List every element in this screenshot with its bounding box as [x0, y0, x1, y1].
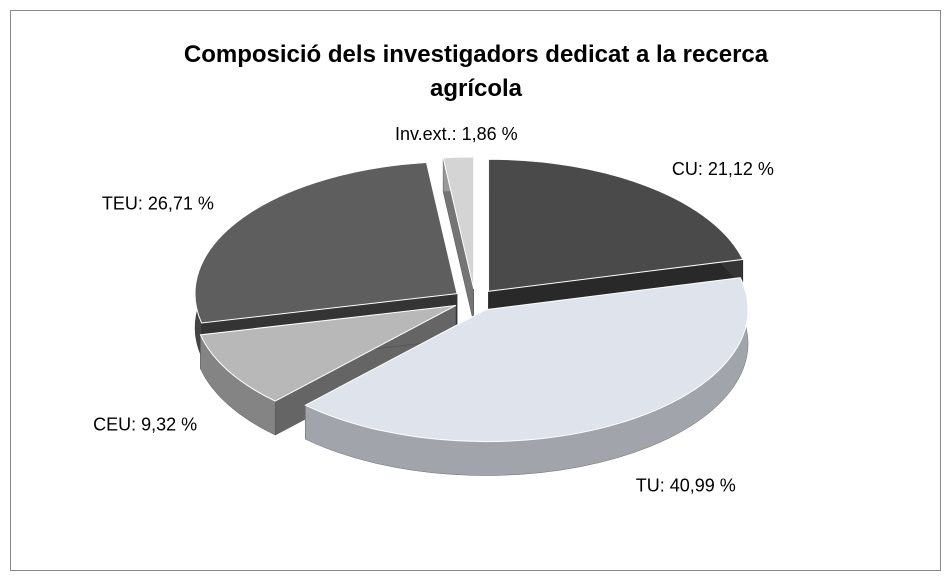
slice: [304, 277, 749, 476]
slice-top: [442, 156, 475, 290]
data-label: CU: 21,12 %: [672, 159, 774, 179]
slice-top: [199, 304, 457, 402]
data-label: TEU: 26,71 %: [102, 194, 214, 214]
slice-top: [194, 161, 458, 324]
data-label: TU: 40,99 %: [636, 475, 736, 495]
slice-top: [304, 277, 749, 443]
chart-title: Composició dels investigadors dedicat a …: [184, 41, 769, 102]
slice-top: [488, 158, 744, 292]
data-label: Inv.ext.: 1,86 %: [395, 124, 518, 144]
chart-frame: [10, 10, 941, 571]
slice: [442, 156, 475, 323]
data-label: CEU: 9,32 %: [93, 414, 197, 434]
